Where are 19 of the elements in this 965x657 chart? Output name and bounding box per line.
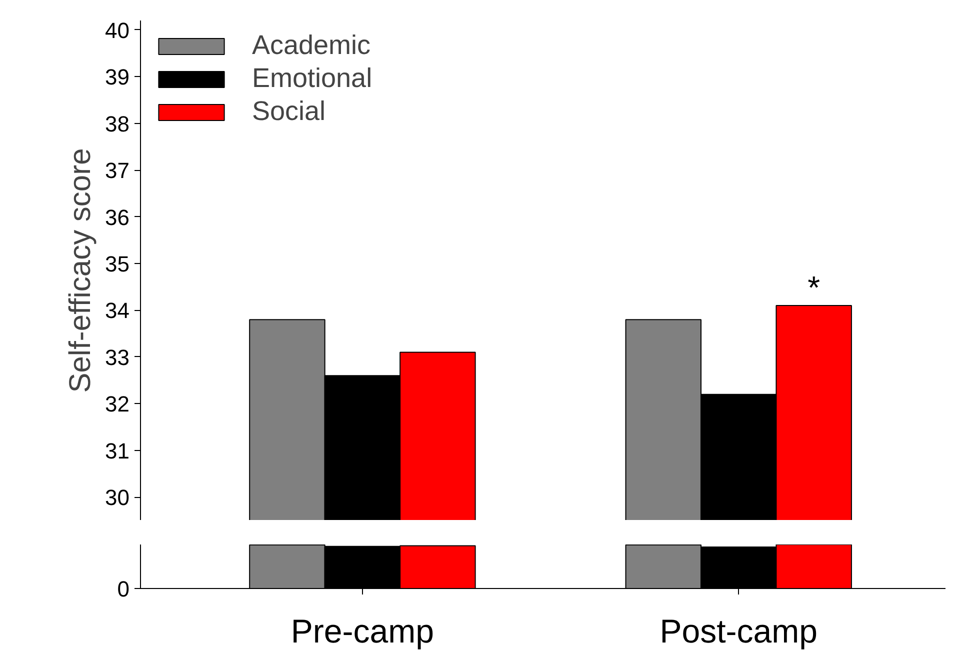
y-tick-label: 35 — [105, 251, 130, 276]
y-tick-label: 31 — [105, 438, 130, 464]
y-tick-label: 36 — [105, 204, 130, 230]
y-tick-label: 40 — [105, 18, 130, 43]
legend-label: Emotional — [252, 63, 372, 94]
y-axis-title: Self-efficacy score — [64, 148, 98, 393]
y-tick-label: 32 — [105, 392, 130, 417]
text: 0 — [117, 576, 130, 602]
y-tick-label: 38 — [105, 111, 130, 136]
y-tick-label: 37 — [105, 158, 130, 184]
y-tick-label: 30 — [105, 485, 130, 510]
y-tick-label: 39 — [105, 64, 130, 90]
legend-label: Social — [252, 96, 326, 127]
y-tick-label: 33 — [105, 344, 130, 370]
legend-label: Academic — [252, 30, 371, 61]
annotation: * — [808, 270, 820, 306]
y-tick-label: 34 — [105, 298, 130, 324]
x-tick-label: Post-camp — [660, 612, 818, 650]
x-tick-label: Pre-camp — [290, 612, 434, 650]
